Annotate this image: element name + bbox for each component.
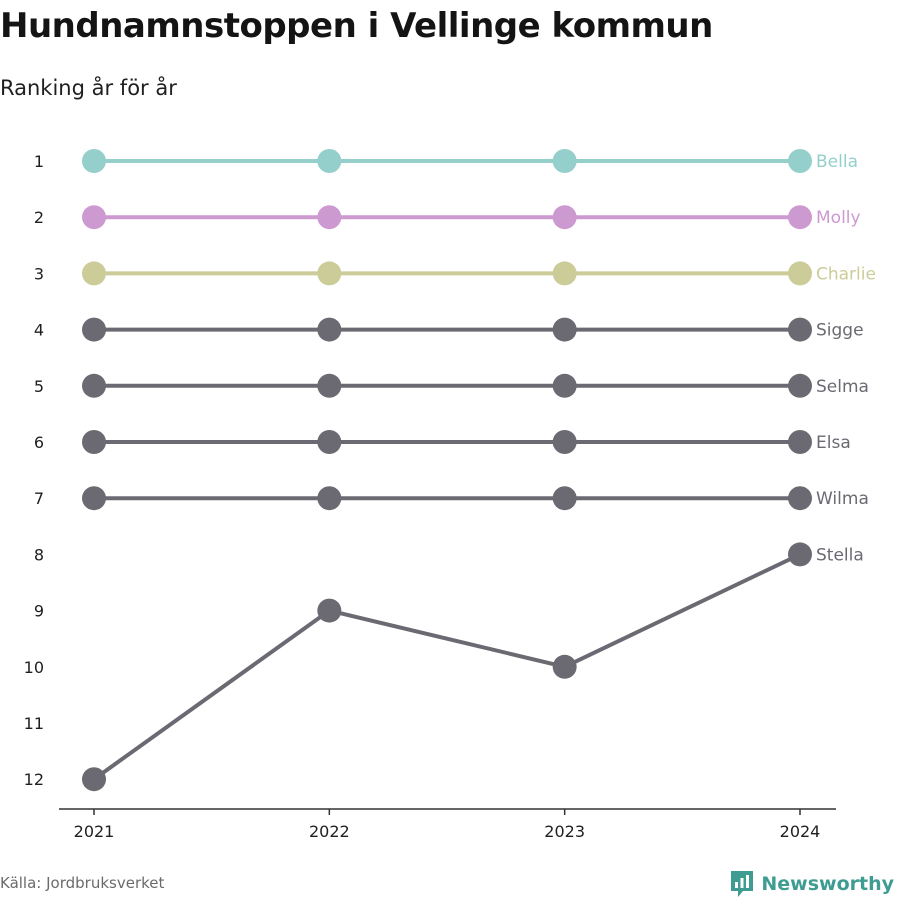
- data-point-bella: [317, 149, 342, 173]
- series-line-stella: [92, 552, 801, 781]
- series-label-wilma: Wilma: [816, 489, 869, 509]
- data-point-elsa: [317, 430, 342, 454]
- y-tick-label: 5: [34, 377, 44, 396]
- data-point-stella: [788, 542, 812, 567]
- brand-name: Newsworthy: [761, 873, 894, 895]
- data-point-sigge: [82, 317, 106, 342]
- data-point-molly: [788, 205, 812, 230]
- data-point-wilma: [317, 486, 342, 511]
- series-label-selma: Selma: [816, 377, 869, 397]
- series-label-molly: Molly: [816, 208, 861, 228]
- x-tick-label: 2021: [74, 822, 115, 841]
- data-point-wilma: [552, 486, 577, 511]
- brand-logo: Newsworthy: [729, 869, 894, 899]
- data-point-elsa: [552, 430, 577, 454]
- data-point-selma: [82, 373, 106, 398]
- y-tick-label: 2: [34, 208, 44, 227]
- data-point-charlie: [552, 261, 577, 286]
- y-tick-label: 9: [34, 602, 44, 621]
- series-label-charlie: Charlie: [816, 264, 876, 284]
- series-label-bella: Bella: [816, 152, 858, 172]
- data-point-bella: [788, 149, 812, 173]
- y-tick-label: 8: [34, 545, 44, 564]
- data-point-molly: [552, 205, 577, 230]
- data-point-molly: [317, 205, 342, 230]
- data-point-sigge: [788, 317, 812, 342]
- data-point-stella: [317, 598, 342, 623]
- series-label-sigge: Sigge: [816, 321, 864, 341]
- newsworthy-logo-icon: [731, 871, 754, 897]
- data-point-charlie: [788, 261, 812, 286]
- y-tick-label: 10: [24, 658, 44, 677]
- data-point-selma: [552, 373, 577, 398]
- x-tick-label: 2024: [780, 822, 821, 841]
- chart-title: Hundnamnstoppen i Vellinge kommun: [0, 6, 713, 46]
- data-point-selma: [788, 373, 812, 398]
- chart-subtitle: Ranking år för år: [0, 76, 177, 100]
- y-tick-label: 3: [34, 264, 44, 283]
- data-point-wilma: [82, 486, 106, 511]
- data-point-bella: [552, 149, 577, 173]
- data-point-stella: [82, 767, 106, 792]
- x-tick-label: 2022: [309, 822, 350, 841]
- y-tick-label: 4: [34, 321, 44, 340]
- data-point-wilma: [788, 486, 812, 511]
- y-tick-label: 1: [34, 152, 44, 171]
- data-point-charlie: [82, 261, 106, 286]
- data-point-elsa: [788, 430, 812, 454]
- y-tick-label: 12: [24, 770, 44, 789]
- y-tick-label: 7: [34, 489, 44, 508]
- data-point-selma: [317, 373, 342, 398]
- y-tick-label: 6: [34, 433, 44, 452]
- series-label-stella: Stella: [816, 545, 864, 565]
- data-point-stella: [552, 654, 577, 679]
- data-point-sigge: [317, 317, 342, 342]
- series-label-elsa: Elsa: [816, 433, 851, 453]
- source-note: Källa: Jordbruksverket: [0, 874, 165, 892]
- data-point-bella: [82, 149, 106, 173]
- data-point-elsa: [82, 430, 106, 454]
- y-tick-label: 11: [24, 714, 44, 733]
- data-point-molly: [82, 205, 106, 230]
- x-tick-label: 2023: [544, 822, 585, 841]
- data-point-sigge: [552, 317, 577, 342]
- data-point-charlie: [317, 261, 342, 286]
